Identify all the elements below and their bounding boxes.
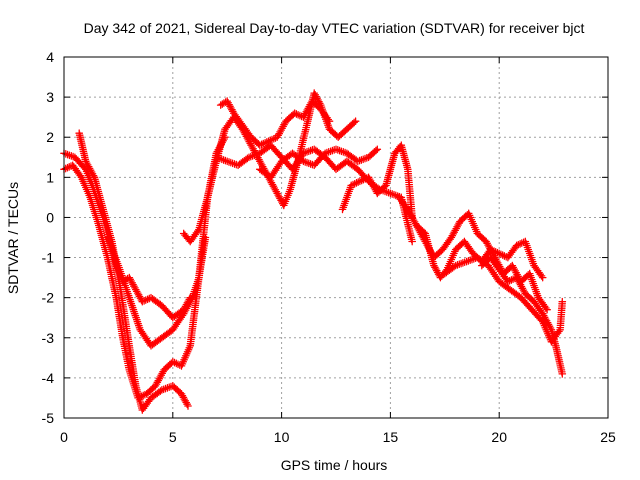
series-sat-track-8	[255, 145, 382, 182]
grid-layer	[64, 57, 608, 418]
x-tick-label: 15	[383, 429, 399, 445]
y-axis-label: SDTVAR / TECUs	[5, 182, 21, 294]
series-layer	[60, 89, 567, 414]
series-sat-track-6	[216, 97, 334, 150]
series-markers	[255, 145, 382, 182]
plot-frame	[63, 56, 609, 419]
series-markers	[103, 233, 210, 350]
y-tick-label: -3	[42, 330, 55, 346]
y-tick-label: 3	[46, 89, 54, 105]
y-tick-label: -2	[42, 290, 55, 306]
chart-title: Day 342 of 2021, Sidereal Day-to-day VTE…	[84, 20, 585, 36]
axes-layer: 0 5 10 15 20 25 -5 -4 -3 -2 -1 0 1 2 3 4	[42, 49, 616, 445]
y-tick-label: 1	[46, 169, 54, 185]
series-markers	[338, 141, 417, 222]
series-sat-track-3	[75, 129, 192, 414]
x-tick-label: 10	[274, 429, 290, 445]
x-tick-label: 20	[491, 429, 507, 445]
series-sat-track-9	[338, 141, 417, 222]
series-sat-track-7	[212, 141, 417, 246]
x-tick-label: 0	[60, 429, 68, 445]
series-markers	[395, 193, 547, 282]
x-axis-label: GPS time / hours	[281, 457, 388, 473]
x-tick-label: 25	[600, 429, 616, 445]
y-tick-label: 2	[46, 129, 54, 145]
y-tick-label: 4	[46, 49, 54, 65]
y-tick-label: 0	[46, 209, 54, 225]
y-tick-label: -1	[42, 250, 55, 266]
y-tick-label: -5	[42, 410, 55, 426]
series-sat-track-13	[477, 253, 567, 378]
y-tick-label: -4	[42, 370, 55, 386]
x-tick-label: 5	[169, 429, 177, 445]
series-markers	[216, 97, 334, 150]
series-sat-track-10	[395, 193, 547, 282]
series-markers	[75, 129, 192, 414]
series-sat-track-4	[103, 233, 210, 350]
series-markers	[477, 253, 567, 378]
series-markers	[212, 141, 417, 246]
